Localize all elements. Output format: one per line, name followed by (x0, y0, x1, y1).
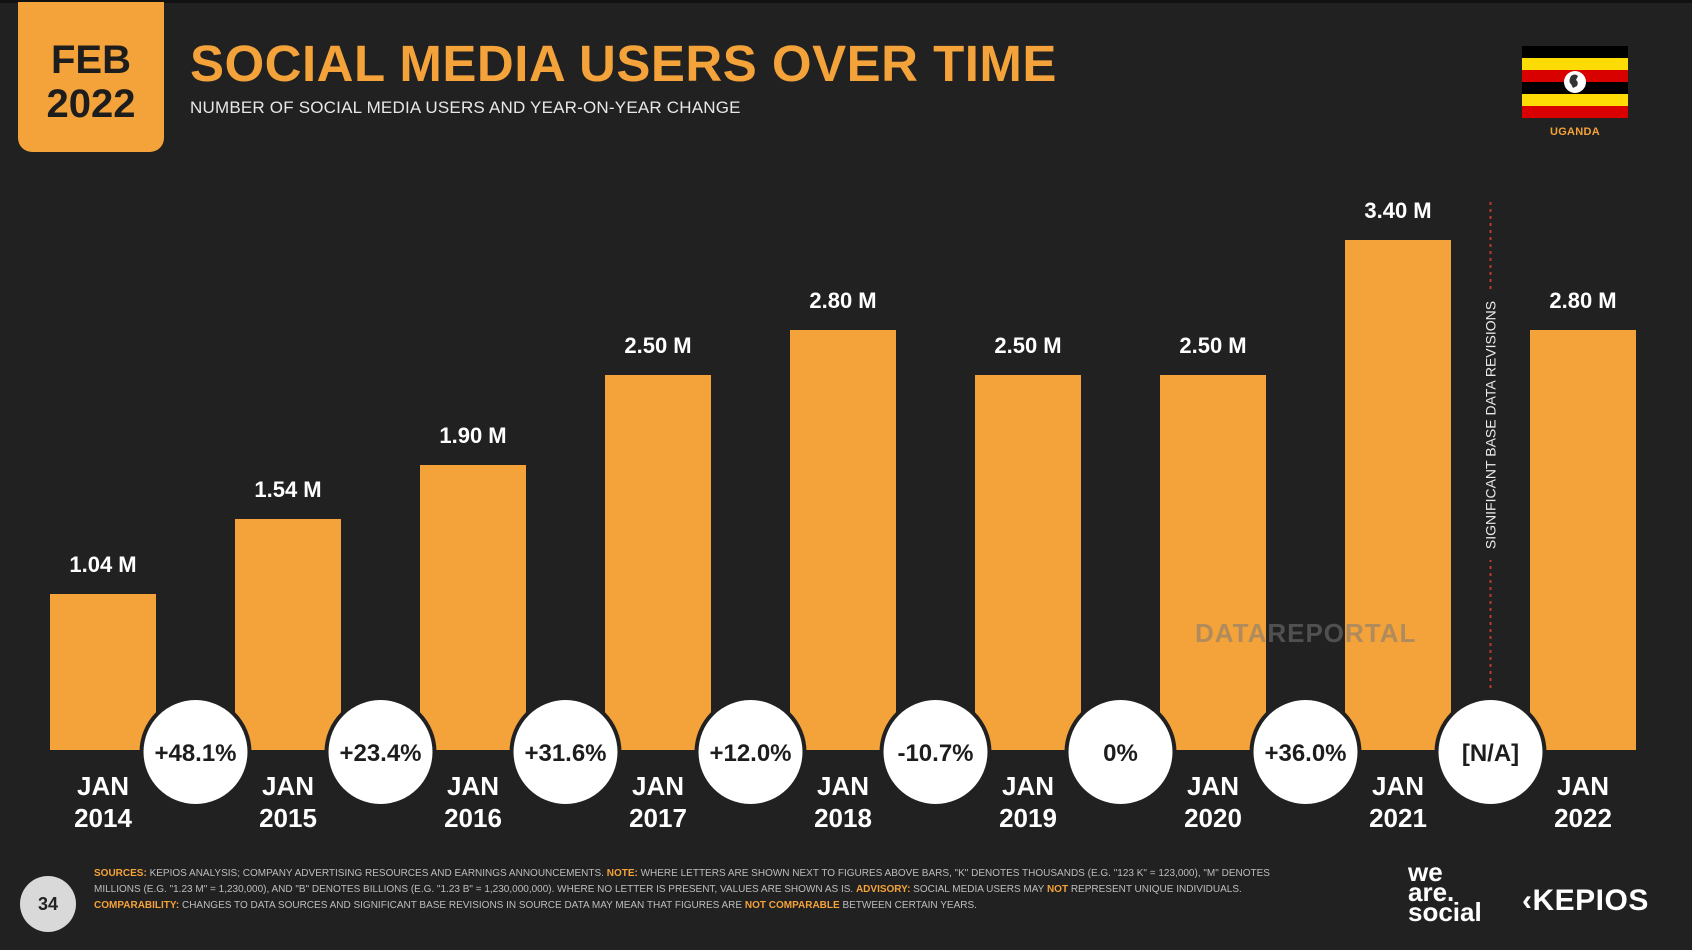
category-year-label: 2018 (814, 803, 872, 833)
yoy-change-label: 0% (1103, 740, 1138, 767)
bar (1160, 375, 1266, 750)
category-year-label: 2016 (444, 803, 502, 833)
yoy-circle (513, 700, 618, 804)
bar-value-label: 1.90 M (439, 423, 506, 448)
category-year-label: 2017 (629, 803, 687, 833)
footer-notes: SOURCES: KEPIOS ANALYSIS; COMPANY ADVERT… (94, 866, 1304, 914)
kepios-k-icon: ‹ (1522, 884, 1533, 917)
category-year-label: 2019 (999, 803, 1057, 833)
bar (605, 375, 711, 750)
bar-value-label: 2.50 M (994, 333, 1061, 358)
yoy-circle (1068, 700, 1173, 804)
category-month-label: JAN (262, 771, 314, 801)
category-month-label: JAN (632, 771, 684, 801)
advisory-text: SOCIAL MEDIA USERS MAY (910, 884, 1047, 895)
category-year-label: 2015 (259, 803, 317, 833)
bar (50, 594, 156, 750)
bar (975, 375, 1081, 750)
divider-label: SIGNIFICANT BASE DATA REVISIONS (1483, 301, 1499, 549)
bar (1530, 330, 1636, 750)
badge-year: 2022 (46, 82, 136, 126)
badge-month: FEB (51, 38, 131, 82)
comparability-text: CHANGES TO DATA SOURCES AND SIGNIFICANT … (179, 900, 745, 911)
category-month-label: JAN (817, 771, 869, 801)
watermark: DATAREPORTAL (1195, 618, 1417, 648)
yoy-change-label: +31.6% (524, 740, 606, 767)
logo-line-2: are. (1408, 877, 1455, 907)
advisory-not: NOT (1046, 884, 1069, 895)
note-text: WHERE LETTERS ARE SHOWN NEXT TO FIGURES … (94, 868, 1270, 895)
yoy-circle (1438, 700, 1543, 804)
date-badge: FEB 2022 (18, 2, 164, 152)
logo-line-1: we (1408, 857, 1443, 887)
yoy-change-label: -10.7% (897, 740, 973, 767)
bar (235, 519, 341, 750)
bar (1345, 240, 1451, 750)
advisory-text-2: REPRESENT UNIQUE INDIVIDUALS. (1068, 884, 1242, 895)
logo-line-3: social (1408, 897, 1482, 927)
category-month-label: JAN (1002, 771, 1054, 801)
category-year-label: 2022 (1554, 803, 1612, 833)
comparability-text-2: BETWEEN CERTAIN YEARS. (839, 900, 977, 911)
yoy-circle (1253, 700, 1358, 804)
yoy-change-label: +36.0% (1264, 740, 1346, 767)
bar-value-label: 1.54 M (254, 477, 321, 502)
kepios-wordmark: KEPIOS (1532, 884, 1649, 917)
bar-value-label: 2.80 M (1549, 288, 1616, 313)
page-title: SOCIAL MEDIA USERS OVER TIME (190, 35, 1057, 92)
category-month-label: JAN (1557, 771, 1609, 801)
comparability-label: COMPARABILITY: (94, 900, 180, 911)
yoy-change-label: [N/A] (1462, 740, 1519, 767)
country-label: UGANDA (1549, 126, 1601, 138)
bar-value-label: 1.04 M (69, 552, 136, 577)
uganda-flag-icon (1522, 46, 1628, 118)
note-label: NOTE: (606, 868, 638, 879)
category-month-label: JAN (1372, 771, 1424, 801)
top-strip (0, 0, 1692, 3)
sources-text: KEPIOS ANALYSIS; COMPANY ADVERTISING RES… (146, 868, 607, 879)
category-month-label: JAN (1187, 771, 1239, 801)
comparability-not: NOT COMPARABLE (744, 900, 840, 911)
category-year-label: 2014 (74, 803, 132, 833)
yoy-circle (698, 700, 803, 804)
yoy-change-label: +23.4% (339, 740, 421, 767)
category-year-label: 2021 (1369, 803, 1427, 833)
divider-label-bg (1478, 290, 1503, 560)
bar-value-label: 3.40 M (1364, 198, 1431, 223)
category-month-label: JAN (447, 771, 499, 801)
page-subtitle: NUMBER OF SOCIAL MEDIA USERS AND YEAR-ON… (190, 98, 741, 117)
advisory-label: ADVISORY: (855, 884, 911, 895)
kepios-logo: ‹KEPIOS (1522, 884, 1649, 918)
bar (420, 465, 526, 750)
we-are-social-logo: we are. social (1408, 857, 1504, 927)
bar (790, 330, 896, 750)
category-year-label: 2020 (1184, 803, 1242, 833)
yoy-change-label: +12.0% (709, 740, 791, 767)
sources-label: SOURCES: (94, 868, 147, 879)
bar-value-label: 2.50 M (1179, 333, 1246, 358)
page-number: 34 (20, 876, 76, 932)
yoy-change-label: +48.1% (154, 740, 236, 767)
bar-value-label: 2.50 M (624, 333, 691, 358)
yoy-circle (328, 700, 433, 804)
category-month-label: JAN (77, 771, 129, 801)
yoy-circle (883, 700, 988, 804)
bar-value-label: 2.80 M (809, 288, 876, 313)
yoy-circle (143, 700, 248, 804)
